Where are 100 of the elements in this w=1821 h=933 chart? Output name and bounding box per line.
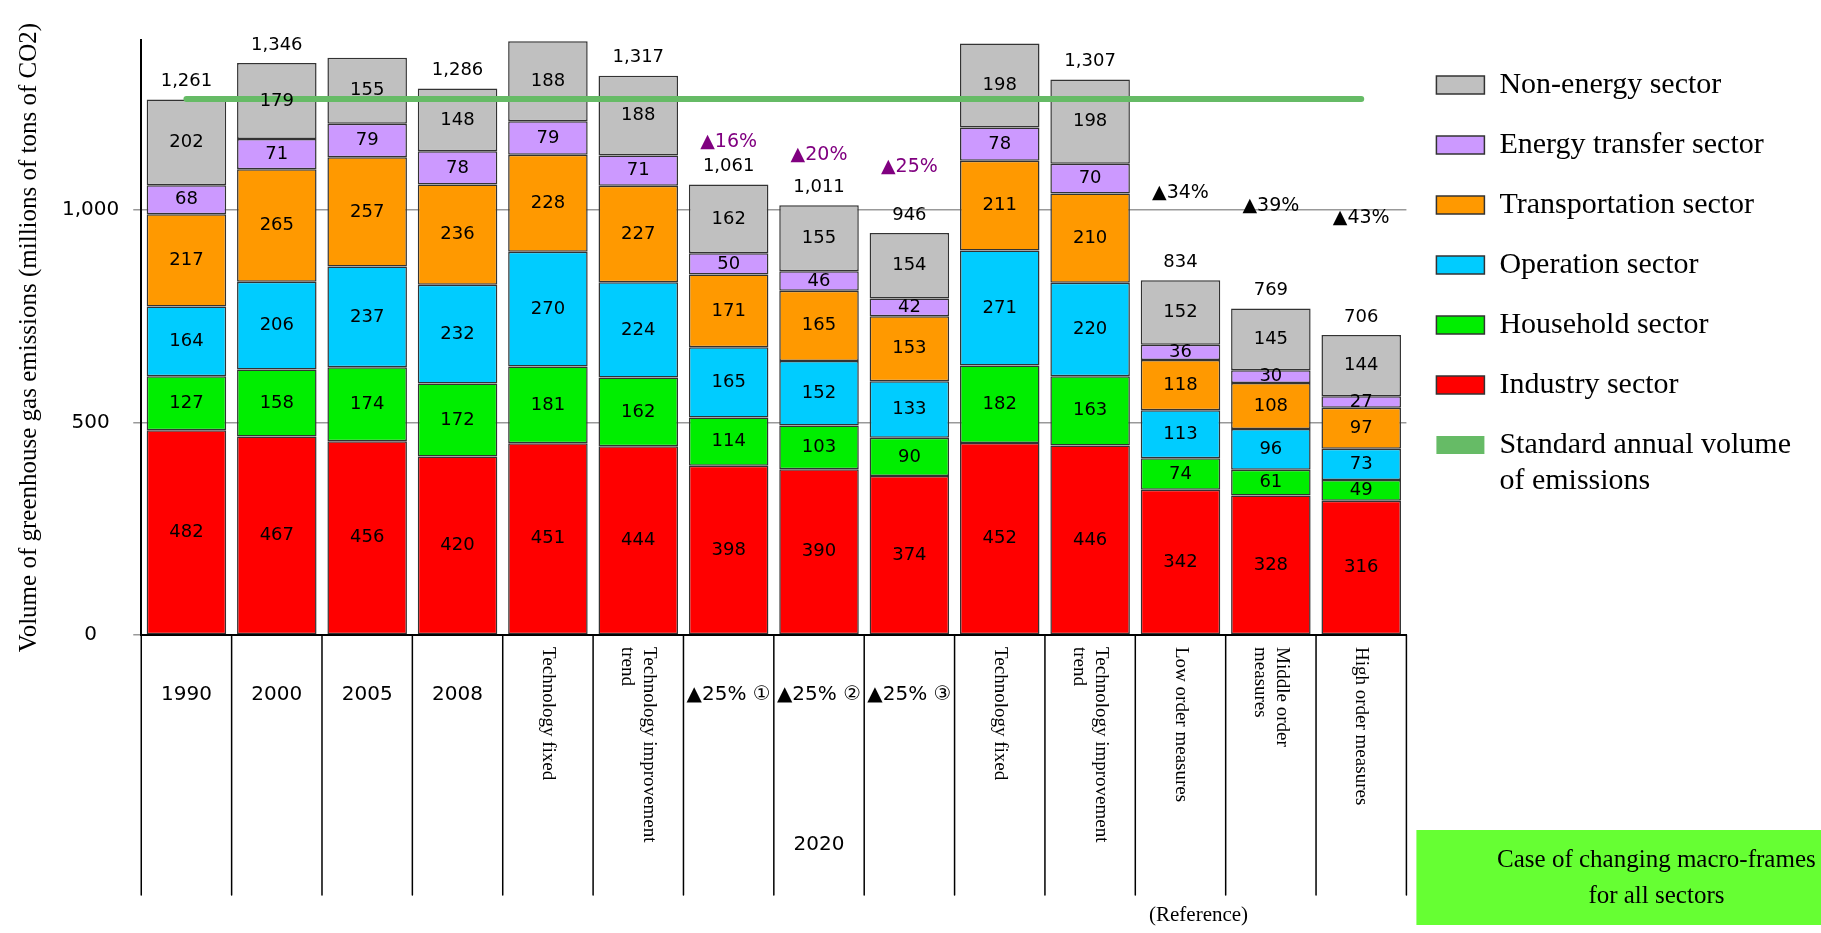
data-label: 71 [626, 158, 650, 180]
data-label: 79 [355, 128, 379, 150]
data-label: 158 [259, 390, 294, 412]
y-tick-label: 500 [71, 408, 110, 433]
data-label: 27 [1349, 389, 1373, 411]
data-label: 211 [982, 193, 1017, 215]
total-label: 1,261 [160, 69, 213, 91]
data-label: 181 [530, 392, 566, 414]
x-tick-label: ▲25% ③ [867, 681, 952, 706]
data-label: 188 [621, 103, 656, 125]
data-label: 164 [169, 329, 204, 350]
data-label: 398 [711, 537, 746, 559]
data-label: 165 [711, 370, 746, 392]
total-label: 1,286 [431, 58, 484, 80]
data-label: 153 [892, 336, 927, 358]
data-label: 90 [897, 444, 921, 466]
data-label: 220 [1072, 317, 1108, 339]
data-label: 36 [1169, 340, 1192, 362]
data-label: 61 [1259, 470, 1283, 492]
data-label: 71 [265, 141, 289, 163]
x-tick-label: Technology improvement trend [618, 647, 662, 844]
data-label: 162 [711, 206, 746, 228]
data-label: 154 [892, 253, 927, 275]
data-label: 103 [801, 435, 837, 457]
y-tick-label: 1,000 [62, 196, 120, 221]
data-label: 210 [1072, 225, 1108, 247]
data-label: 202 [169, 130, 204, 152]
data-label: 78 [446, 155, 469, 177]
legend-label: Standard annual volume of emissions [1499, 425, 1791, 495]
data-label: 165 [801, 313, 837, 335]
text: 2020 [793, 831, 845, 856]
annotation: ▲43% [1332, 205, 1390, 228]
total-label: 1,346 [251, 32, 303, 54]
data-label: 49 [1349, 477, 1373, 499]
data-label: 144 [1344, 353, 1379, 375]
data-label: 328 [1253, 552, 1289, 574]
data-label: 182 [982, 391, 1017, 413]
data-label: 163 [1072, 398, 1108, 420]
annotation: ▲34% [1152, 179, 1209, 202]
annotation: ▲20% [790, 141, 848, 164]
x-tick-label: 2005 [341, 681, 393, 706]
data-label: 162 [621, 399, 656, 421]
y-tick-label: 0 [84, 621, 97, 646]
data-label: 96 [1259, 436, 1283, 458]
legend-label: Industry sector [1499, 365, 1679, 399]
total-label: 1,011 [793, 175, 845, 196]
data-label: 78 [988, 131, 1012, 153]
data-label: 270 [530, 296, 566, 318]
data-label: 198 [982, 73, 1017, 95]
legend-label: Non-energy sector [1499, 65, 1722, 99]
data-label: 232 [440, 321, 475, 343]
annotation: ▲16% [700, 128, 758, 151]
data-label: 224 [621, 317, 656, 339]
data-label: 257 [350, 199, 385, 221]
data-label: 444 [621, 527, 656, 549]
data-label: 420 [440, 533, 475, 555]
total-label: 706 [1344, 304, 1379, 326]
data-label: 148 [440, 107, 475, 129]
data-label: 451 [530, 526, 566, 548]
data-label: 456 [350, 525, 385, 547]
data-label: 97 [1349, 415, 1373, 437]
total-label: 1,307 [1064, 49, 1116, 71]
legend-label: Operation sector [1499, 245, 1699, 279]
legend-label: Energy transfer sector [1499, 125, 1764, 159]
data-label: 171 [711, 298, 746, 320]
data-label: 50 [717, 251, 741, 273]
data-label: 188 [530, 68, 566, 90]
x-tick-label: Low order measures [1171, 647, 1193, 803]
data-label: 155 [350, 78, 385, 100]
data-label: 206 [259, 313, 294, 335]
x-tick-label: ▲25% ② [776, 681, 862, 706]
data-label: 145 [1253, 327, 1289, 349]
data-label: 46 [807, 268, 831, 290]
x-tick-label: Middle order measures [1250, 647, 1294, 748]
data-label: 30 [1259, 364, 1283, 386]
data-label: 74 [1169, 461, 1192, 483]
data-label: 316 [1344, 555, 1379, 577]
data-label: 467 [259, 523, 294, 545]
data-label: 133 [892, 397, 927, 419]
total-label: 1,061 [702, 154, 755, 176]
total-label: 1,317 [612, 45, 665, 67]
data-label: 236 [440, 222, 475, 244]
x-tick-label: 2000 [251, 681, 303, 706]
data-label: 227 [621, 221, 656, 243]
data-label: 390 [801, 539, 837, 561]
total-label: 834 [1163, 249, 1198, 271]
x-tick-label: Technology fixed [990, 647, 1012, 781]
text: (Reference) [1149, 901, 1249, 926]
data-label: 152 [1163, 300, 1198, 322]
data-label: 42 [897, 295, 921, 316]
data-label: 179 [259, 88, 294, 110]
data-label: 152 [801, 380, 837, 402]
data-label: 265 [259, 213, 294, 235]
x-tick-label: 2008 [432, 681, 483, 706]
data-label: 155 [801, 225, 837, 247]
data-label: 114 [711, 429, 746, 451]
annotation: ▲25% [880, 154, 938, 177]
x-tick-label: Technology improvement trend [1070, 647, 1114, 844]
x-tick-label: ▲25% ① [686, 681, 771, 706]
data-label: 108 [1253, 393, 1289, 415]
